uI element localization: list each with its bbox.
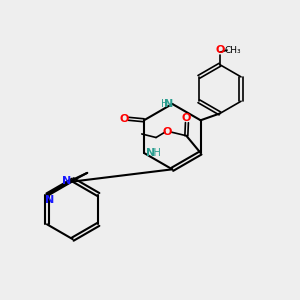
Text: O: O xyxy=(162,127,171,137)
Text: O: O xyxy=(181,113,190,123)
Text: CH₃: CH₃ xyxy=(225,46,241,55)
Text: N: N xyxy=(45,195,54,205)
Text: -H: -H xyxy=(150,148,161,158)
Text: O: O xyxy=(215,45,225,55)
Text: N: N xyxy=(146,148,155,158)
Text: O: O xyxy=(120,114,129,124)
Text: N: N xyxy=(61,176,71,186)
Text: N: N xyxy=(164,99,173,109)
Text: H: H xyxy=(160,99,168,109)
